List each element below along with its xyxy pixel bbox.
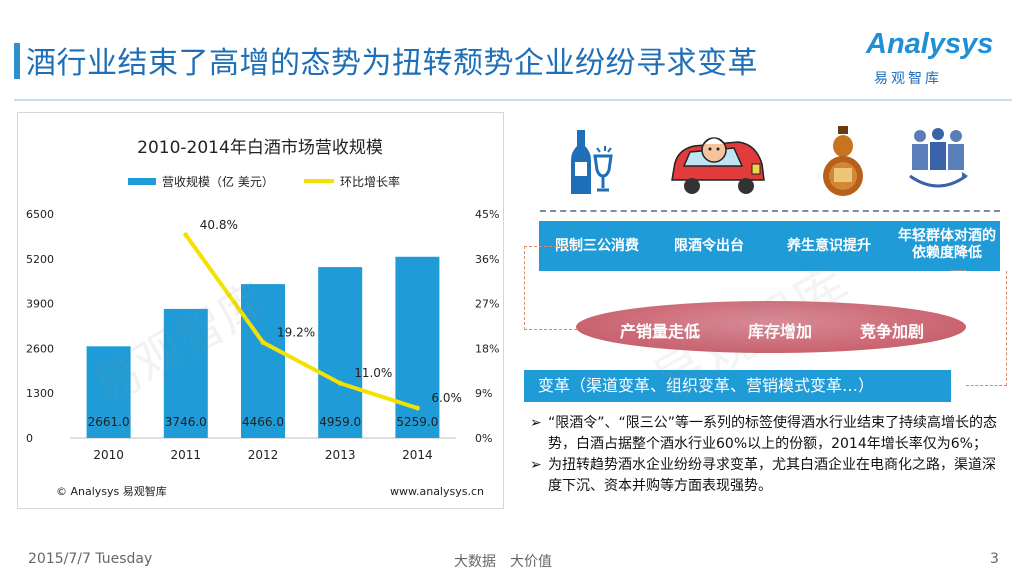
- y-right-tick-label: 36%: [475, 253, 499, 266]
- logo-main-text: Analysys: [866, 28, 994, 60]
- legend-bar-swatch: [128, 178, 156, 185]
- effect-item: 库存增加: [748, 322, 813, 341]
- bullet-text: “限酒令”、“限三公”等一系列的标签使得酒水行业结束了持续高增长的态势，白酒占据…: [548, 415, 998, 452]
- y-left-tick-label: 5200: [26, 253, 54, 266]
- y-left-tick-label: 6500: [26, 208, 54, 221]
- bullet-item: ➢ “限酒令”、“限三公”等一系列的标签使得酒水行业结束了持续高增长的态势，白酒…: [530, 413, 1008, 455]
- legend-bar-label: 营收规模（亿 美元）: [162, 174, 274, 189]
- growth-value-label: 11.0%: [354, 366, 392, 380]
- effect-item: 竞争加剧: [860, 322, 925, 341]
- bar: [318, 267, 363, 438]
- chart-title: 2010-2014年白酒市场营收规模: [137, 138, 383, 158]
- chart-source: © Analysys 易观智库: [56, 484, 167, 498]
- bullet-arrow-icon: ➢: [530, 457, 542, 473]
- x-tick-label: 2014: [402, 448, 433, 462]
- growth-point: [260, 339, 266, 345]
- page-title: 酒行业结束了高增的态势为扭转颓势企业纷纷寻求变革: [26, 46, 758, 81]
- factor-item: 限酒令出台: [674, 238, 744, 254]
- chart-panel: 2010-2014年白酒市场营收规模营收规模（亿 美元） 环比增长率 0 1300 26…: [17, 112, 504, 509]
- y-right-tick-label: 27%: [475, 298, 499, 311]
- bar-value-label: 3746.0: [165, 415, 207, 429]
- bullet-text: 为扭转趋势酒水企业纷纷寻求变革，尤其白酒企业在电商化之路，渠道深度下沉、资本并购…: [548, 457, 996, 494]
- factor-bar: 限制三公消费 限酒令出台 养生意识提升 年轻群体对酒的依赖度降低: [539, 221, 1000, 271]
- effects-ellipse: 产销量走低 库存增加 竞争加剧: [576, 301, 966, 353]
- x-tick-label: 2013: [325, 448, 356, 462]
- analysys-logo: Analysys 易观智库: [848, 28, 1008, 92]
- legend-line-swatch: [304, 179, 334, 183]
- growth-point: [337, 380, 343, 386]
- x-tick-label: 2011: [171, 448, 202, 462]
- y-left-tick-label: 1300: [26, 387, 54, 400]
- change-box: 变革（渠道变革、组织变革、营销模式变革…）: [524, 370, 951, 402]
- y-right-tick-label: 0%: [475, 432, 492, 445]
- bar-value-label: 4466.0: [242, 415, 284, 429]
- growth-point: [414, 405, 420, 411]
- right-connector-stub: [951, 270, 966, 271]
- right-connector: [966, 271, 1007, 386]
- y-right-tick-label: 18%: [475, 342, 499, 355]
- legend-line-label: 环比增长率: [340, 174, 400, 189]
- bar: [395, 256, 440, 438]
- y-left-tick-label: 3900: [26, 298, 54, 311]
- footer-date: 2015/7/7 Tuesday: [28, 551, 153, 567]
- dashed-separator: [540, 210, 1000, 212]
- bar: [241, 284, 285, 438]
- y-right-tick-label: 45%: [475, 208, 499, 221]
- factor-item: 养生意识提升: [787, 238, 871, 254]
- y-left-tick-label: 0: [26, 432, 33, 445]
- x-tick-label: 2010: [93, 448, 124, 462]
- chart-url: www.analysys.cn: [390, 485, 484, 498]
- growth-value-label: 40.8%: [200, 218, 238, 232]
- growth-point: [183, 232, 189, 238]
- factor-item: 限制三公消费: [555, 238, 639, 254]
- bar: [163, 308, 208, 438]
- driver-car-icon: [671, 137, 765, 194]
- effect-item: 产销量走低: [620, 322, 701, 341]
- bar-value-label: 2661.0: [88, 415, 130, 429]
- bullet-arrow-icon: ➢: [530, 415, 542, 431]
- left-connector: [524, 246, 577, 330]
- factor-item: 年轻群体对酒的依赖度降低: [898, 228, 996, 261]
- bullet-item: ➢ 为扭转趋势酒水企业纷纷寻求变革，尤其白酒企业在电商化之路，渠道深度下沉、资本…: [530, 455, 1008, 497]
- people-cycle-icon: [909, 128, 968, 188]
- bar-value-label: 4959.0: [319, 415, 361, 429]
- growth-line: [184, 233, 419, 411]
- title-divider: [14, 99, 1012, 101]
- growth-value-label: 6.0%: [431, 391, 462, 405]
- x-tick-label: 2012: [248, 448, 279, 462]
- title-accent-bar: [14, 43, 20, 79]
- y-left-tick-label: 2600: [26, 342, 54, 355]
- growth-value-label: 19.2%: [277, 325, 315, 339]
- bullet-list: ➢ “限酒令”、“限三公”等一系列的标签使得酒水行业结束了持续高增长的态势，白酒…: [530, 413, 1008, 497]
- y-right-tick-label: 9%: [475, 387, 492, 400]
- page-number: 3: [990, 551, 999, 567]
- liquor-gourd-icon: [823, 126, 863, 196]
- footer-slogan: 大数据 大价值: [454, 554, 552, 570]
- liquor-bottle-icon: [571, 130, 613, 194]
- bar-value-label: 5259.0: [396, 415, 438, 429]
- logo-sub-text: 易观智库: [874, 71, 942, 87]
- bar: [86, 346, 131, 438]
